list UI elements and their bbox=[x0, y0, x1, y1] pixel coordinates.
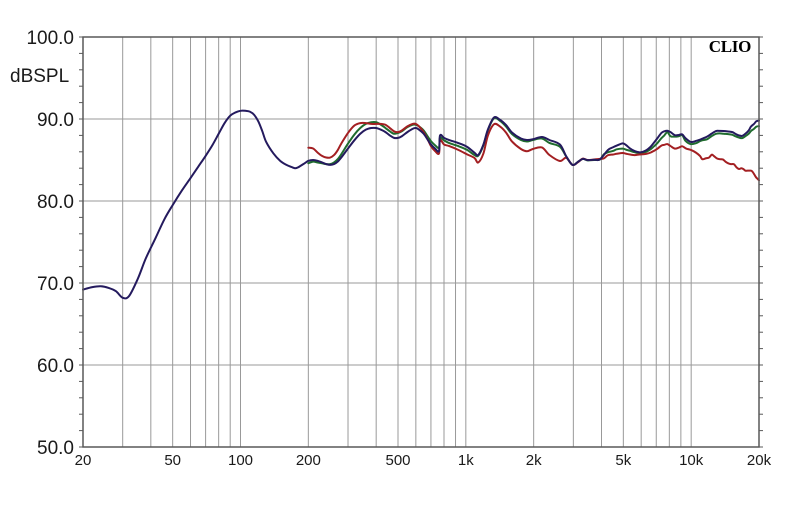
svg-text:50: 50 bbox=[164, 452, 181, 469]
svg-text:90.0: 90.0 bbox=[37, 110, 74, 131]
svg-text:100.0: 100.0 bbox=[26, 28, 74, 49]
svg-text:500: 500 bbox=[385, 452, 410, 469]
svg-text:50.0: 50.0 bbox=[37, 438, 74, 459]
svg-text:80.0: 80.0 bbox=[37, 192, 74, 213]
svg-text:70.0: 70.0 bbox=[37, 274, 74, 295]
svg-text:20k: 20k bbox=[747, 452, 772, 469]
svg-text:2k: 2k bbox=[526, 452, 542, 469]
svg-text:dBSPL: dBSPL bbox=[10, 66, 69, 87]
svg-text:1k: 1k bbox=[458, 452, 474, 469]
svg-text:60.0: 60.0 bbox=[37, 356, 74, 377]
svg-text:10k: 10k bbox=[679, 452, 704, 469]
svg-text:200: 200 bbox=[296, 452, 321, 469]
svg-text:20: 20 bbox=[75, 452, 92, 469]
svg-text:100: 100 bbox=[228, 452, 253, 469]
svg-text:CLIO: CLIO bbox=[709, 37, 751, 56]
svg-text:5k: 5k bbox=[615, 452, 631, 469]
